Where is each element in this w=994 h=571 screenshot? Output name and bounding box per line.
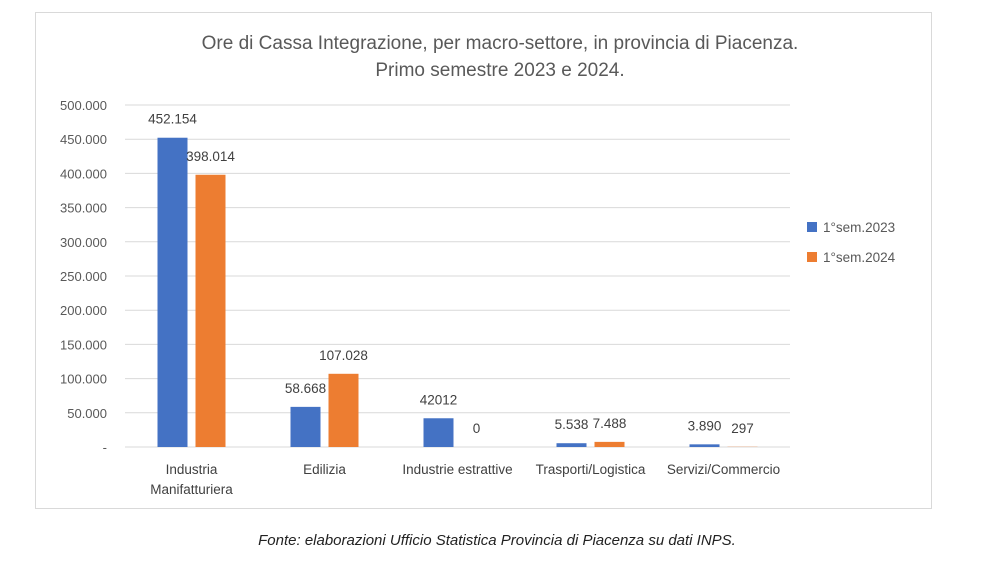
y-tick-label: 450.000: [60, 132, 107, 147]
bar: [157, 137, 188, 447]
chart-title-line-1: Ore di Cassa Integrazione, per macro-set…: [201, 33, 799, 54]
legend-swatch: [807, 252, 817, 262]
source-footnote: Fonte: elaborazioni Ufficio Statistica P…: [258, 532, 736, 549]
data-label: 107.028: [319, 348, 368, 363]
y-tick-label: 250.000: [60, 269, 107, 284]
data-label: 58.668: [285, 381, 326, 396]
legend-label: 1°sem.2023: [823, 220, 895, 235]
bar: [195, 174, 226, 447]
legend-label: 1°sem.2024: [823, 250, 896, 265]
data-label: 0: [473, 421, 481, 436]
legend-swatch: [807, 222, 817, 232]
data-label: 42012: [420, 392, 458, 407]
chart-title: Ore di Cassa Integrazione, per macro-set…: [35, 30, 965, 84]
x-category-label: Trasporti/Logistica: [536, 462, 646, 477]
y-tick-label: 350.000: [60, 201, 107, 216]
data-label: 5.538: [555, 417, 589, 432]
y-tick-label: -: [103, 440, 107, 455]
y-tick-label: 150.000: [60, 337, 107, 352]
bar: [689, 444, 720, 447]
x-category-label: Servizi/Commercio: [667, 462, 780, 477]
data-label: 297: [731, 421, 754, 436]
x-category-label: Industrie estrattive: [402, 462, 512, 477]
x-category-label: Industria: [166, 462, 218, 477]
data-label: 398.014: [186, 149, 235, 164]
chart-title-line-2: Primo semestre 2023 e 2024.: [375, 60, 625, 81]
data-label: 7.488: [593, 416, 627, 431]
bar: [556, 443, 587, 447]
y-tick-label: 100.000: [60, 372, 107, 387]
bar: [328, 373, 359, 447]
y-tick-label: 50.000: [67, 406, 107, 421]
x-category-label: Manifatturiera: [150, 482, 233, 497]
bar: [423, 418, 454, 447]
bar: [594, 441, 625, 447]
y-tick-label: 500.000: [60, 98, 107, 113]
data-label: 452.154: [148, 112, 197, 127]
y-tick-label: 300.000: [60, 235, 107, 250]
data-label: 3.890: [688, 418, 722, 433]
x-category-label: Edilizia: [303, 462, 346, 477]
y-tick-label: 400.000: [60, 166, 107, 181]
bar: [290, 406, 321, 447]
y-tick-label: 200.000: [60, 303, 107, 318]
